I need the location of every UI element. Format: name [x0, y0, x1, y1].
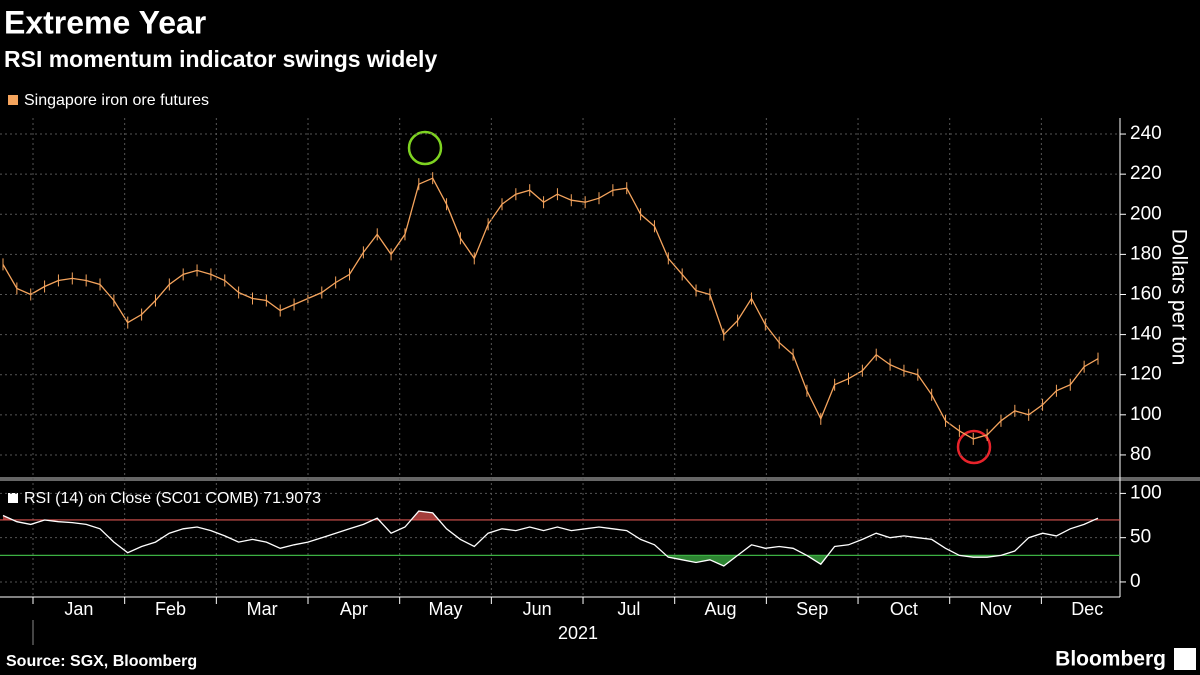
legend-label: Singapore iron ore futures [24, 92, 209, 109]
y-tick-label: 160 [1130, 284, 1162, 305]
x-tick-label: Dec [1071, 599, 1103, 619]
x-tick-label: Jun [523, 599, 552, 619]
x-tick-label: Feb [155, 599, 186, 619]
chart-subtitle: RSI momentum indicator swings widely [4, 46, 437, 72]
source-note: Source: SGX, Bloomberg [6, 653, 197, 670]
series-line [2, 510, 1099, 567]
y-axis-label: Dollars per ton [1167, 229, 1190, 366]
y-tick-label: 80 [1130, 444, 1151, 465]
y-tick-label: 200 [1130, 203, 1162, 224]
low-highlight [956, 429, 992, 465]
brand: Bloomberg [1055, 648, 1166, 671]
legend-swatch [8, 95, 18, 105]
x-tick-label: Jan [64, 599, 93, 619]
chart-title: Extreme Year [4, 4, 206, 40]
x-tick-label: Aug [705, 599, 737, 619]
x-tick-label: Oct [890, 599, 918, 619]
y-tick-label: 120 [1130, 364, 1162, 385]
x-tick-label: May [429, 599, 463, 619]
brand-icon [1174, 648, 1196, 670]
x-tick-label: Apr [340, 599, 368, 619]
x-tick-label: Sep [796, 599, 828, 619]
x-tick-label: Mar [247, 599, 278, 619]
y-tick-label: 50 [1130, 527, 1151, 548]
series-line [2, 177, 1099, 440]
x-tick-label: Jul [617, 599, 640, 619]
panel-separator [0, 477, 1200, 481]
y-tick-label: 220 [1130, 163, 1162, 184]
x-tick-label: Nov [980, 599, 1012, 619]
legend-swatch [8, 493, 18, 503]
y-tick-label: 180 [1130, 243, 1162, 264]
legend-label: RSI (14) on Close (SC01 COMB) 71.9073 [24, 490, 321, 507]
y-tick-label: 140 [1130, 324, 1162, 345]
peak-highlight [407, 130, 443, 166]
y-tick-label: 100 [1130, 482, 1162, 503]
y-tick-label: 240 [1130, 123, 1162, 144]
y-tick-label: 0 [1130, 571, 1141, 592]
x-axis-label: 2021 [558, 623, 598, 643]
y-tick-label: 100 [1130, 404, 1162, 425]
lower-band-fill [3, 555, 1098, 566]
